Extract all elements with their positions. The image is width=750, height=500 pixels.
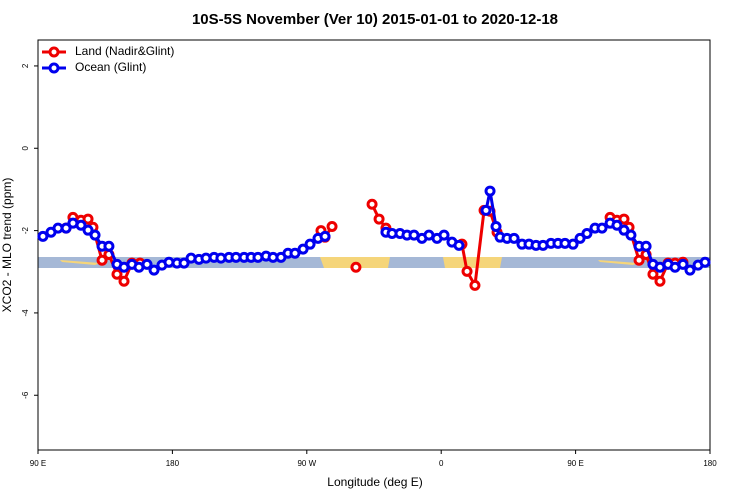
data-point bbox=[75, 219, 87, 231]
data-point bbox=[118, 275, 130, 287]
data-point bbox=[373, 213, 385, 225]
data-point bbox=[618, 213, 630, 225]
data-point bbox=[89, 229, 101, 241]
data-point bbox=[37, 230, 49, 242]
legend-label: Ocean (Glint) bbox=[75, 60, 146, 74]
data-point bbox=[326, 220, 338, 232]
y-tick-label: 2 bbox=[21, 63, 30, 68]
x-tick-label: 90 E bbox=[567, 459, 583, 468]
data-point bbox=[103, 240, 115, 252]
data-point bbox=[640, 240, 652, 252]
x-tick-label: 180 bbox=[703, 459, 717, 468]
data-point bbox=[611, 219, 623, 231]
data-point bbox=[148, 264, 160, 276]
surface-strip bbox=[38, 257, 710, 268]
data-point bbox=[647, 268, 659, 280]
data-point bbox=[508, 232, 520, 244]
data-point bbox=[684, 264, 696, 276]
legend-marker bbox=[48, 46, 60, 58]
y-tick-label: -4 bbox=[21, 309, 30, 317]
data-point bbox=[469, 279, 481, 291]
data-point bbox=[596, 222, 608, 234]
data-point bbox=[141, 258, 153, 270]
x-tick-label: 0 bbox=[439, 459, 444, 468]
data-point bbox=[625, 229, 637, 241]
data-point bbox=[490, 220, 502, 232]
land-strip bbox=[443, 257, 502, 268]
legend-label: Land (Nadir&Glint) bbox=[75, 44, 174, 58]
data-point bbox=[319, 230, 331, 242]
data-point bbox=[82, 224, 94, 236]
data-point bbox=[484, 185, 496, 197]
data-point bbox=[438, 229, 450, 241]
data-point bbox=[178, 257, 190, 269]
data-point bbox=[111, 268, 123, 280]
x-tick-label: 180 bbox=[166, 459, 180, 468]
data-point bbox=[618, 224, 630, 236]
data-point bbox=[60, 222, 72, 234]
data-point bbox=[654, 275, 666, 287]
y-tick-label: -6 bbox=[21, 391, 30, 399]
data-point bbox=[96, 254, 108, 266]
x-tick-label: 90 W bbox=[297, 459, 316, 468]
data-point bbox=[289, 247, 301, 259]
data-point bbox=[297, 243, 309, 255]
data-point bbox=[581, 227, 593, 239]
y-tick-label: 0 bbox=[21, 145, 30, 150]
x-tick-label: 90 E bbox=[30, 459, 46, 468]
data-point bbox=[366, 198, 378, 210]
data-point bbox=[480, 204, 492, 216]
x-axis-label: Longitude (deg E) bbox=[327, 475, 422, 489]
data-point bbox=[574, 232, 586, 244]
data-point bbox=[82, 213, 94, 225]
chart-title: 10S-5S November (Ver 10) 2015-01-01 to 2… bbox=[192, 11, 558, 28]
legend-marker bbox=[48, 62, 60, 74]
data-point bbox=[699, 256, 711, 268]
y-tick-label: -2 bbox=[21, 226, 30, 234]
land-strip bbox=[598, 260, 638, 265]
land-strip bbox=[60, 260, 100, 265]
data-point bbox=[567, 238, 579, 250]
data-point bbox=[461, 265, 473, 277]
data-point bbox=[677, 258, 689, 270]
data-point bbox=[304, 238, 316, 250]
data-point bbox=[633, 254, 645, 266]
plot-frame bbox=[37, 39, 711, 451]
y-axis-label: XCO2 - MLO trend (ppm) bbox=[0, 178, 14, 313]
data-point bbox=[453, 239, 465, 251]
data-point bbox=[350, 261, 362, 273]
